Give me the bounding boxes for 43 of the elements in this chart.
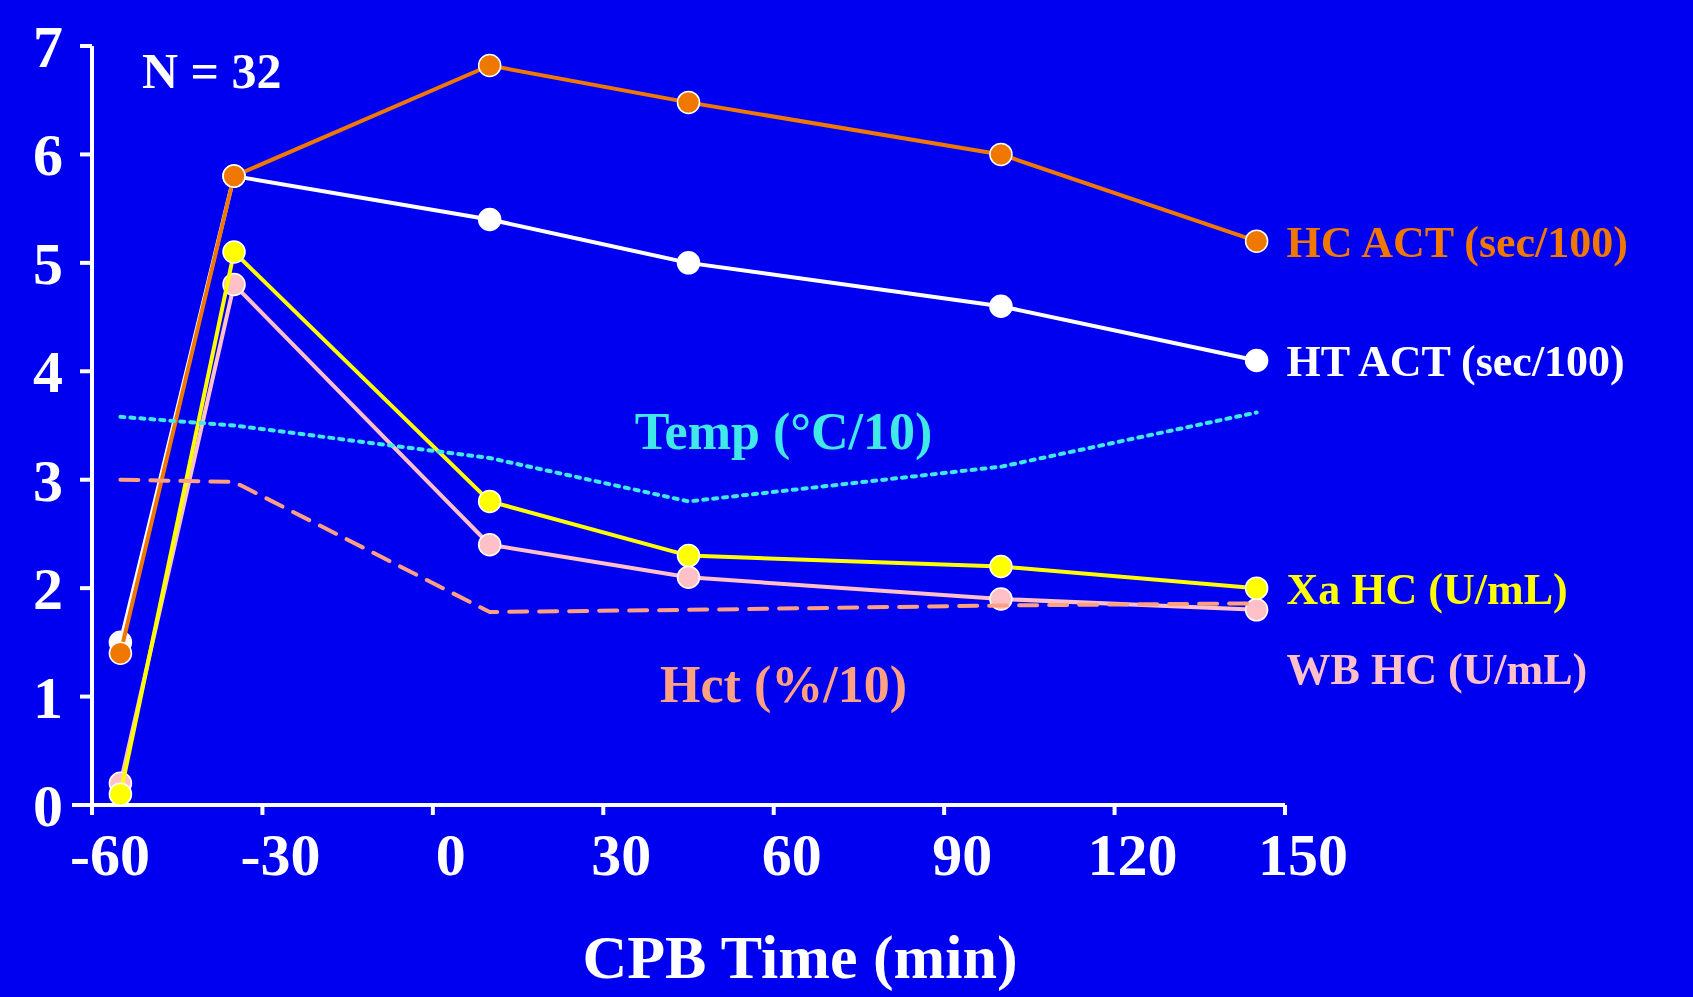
x-tick-label: -30 [240,822,321,888]
point [477,53,502,78]
point [108,641,133,665]
series-label: HT ACT (sec/100) [1286,336,1625,386]
point [222,240,246,264]
x-tick-label: 30 [591,822,652,888]
y-tick-label: 2 [33,556,63,623]
point [1244,598,1269,622]
series-label: Temp (°C/10) [634,403,933,462]
y-tick-label: 0 [33,773,63,839]
point [676,543,701,568]
point [477,489,502,514]
x-tick-label: 120 [1087,822,1178,888]
annotation: N = 32 [142,43,282,99]
line-series [118,410,1259,504]
point [477,207,502,232]
point [1244,576,1269,600]
series-label: Hct (%/10) [660,655,907,714]
x-tick-label: -60 [70,822,150,888]
y-tick-label: 5 [33,230,63,297]
point [676,90,701,115]
point [1244,348,1269,373]
point [108,782,133,806]
x-axis-title: CPB Time (min) [582,923,1018,992]
x-tick-label: 0 [435,822,466,888]
point [1244,229,1269,253]
x-tick-label: 90 [932,822,993,888]
y-tick-label: 3 [33,447,63,514]
point [676,251,701,275]
y-tick-label: 6 [33,122,63,189]
x-tick-label: 60 [761,822,822,888]
y-tick-label: 4 [33,339,63,406]
point [989,294,1013,318]
point [676,565,701,590]
point [477,533,502,557]
x-tick-label: 150 [1258,822,1348,888]
series-label: Xa HC (U/mL) [1286,564,1568,614]
series-label: WB HC (U/mL) [1286,644,1588,694]
point [989,142,1013,167]
point [989,554,1013,579]
y-tick-label: 7 [33,14,63,80]
y-tick-label: 1 [33,664,63,731]
series-label: HC ACT (sec/100) [1286,217,1628,267]
